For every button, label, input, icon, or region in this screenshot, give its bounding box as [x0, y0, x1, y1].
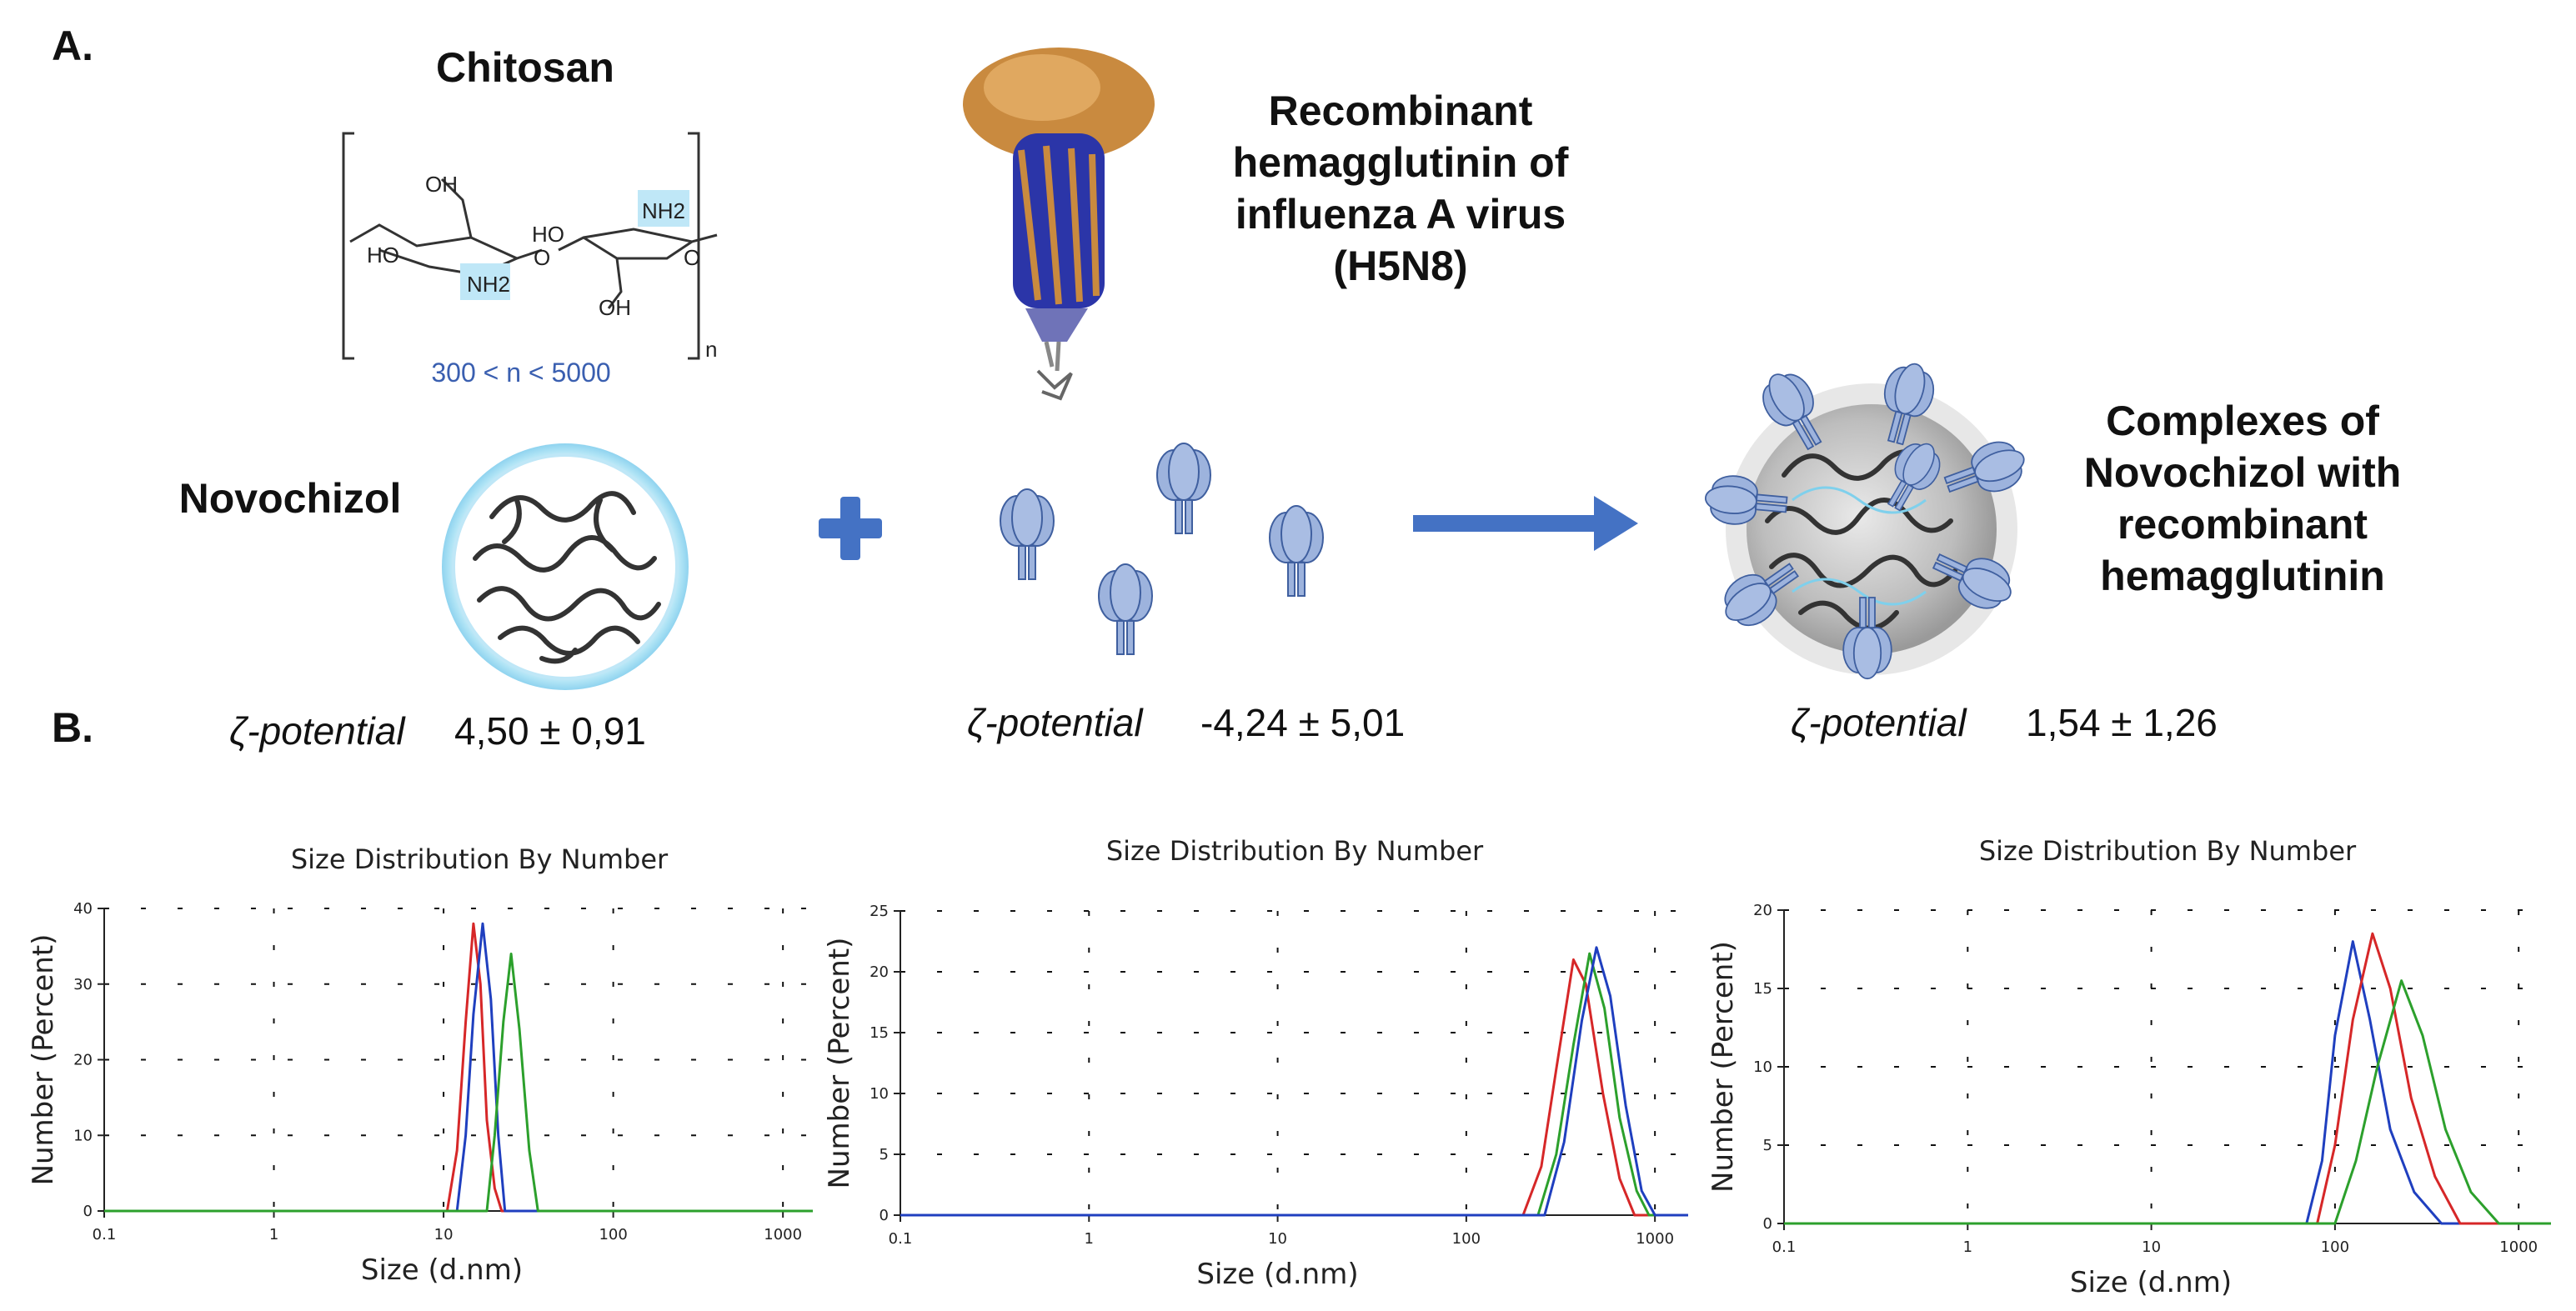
x-tick-label: 1000	[2499, 1238, 2538, 1256]
complex-label-line-4: hemagglutinin	[2100, 553, 2385, 599]
x-tick-label: 0.1	[1772, 1238, 1797, 1256]
y-tick-label: 20	[870, 963, 889, 981]
x-tick-label: 1	[1085, 1230, 1094, 1248]
x-tick-label: 1000	[1636, 1230, 1674, 1248]
chitosan-group-o-bridge: O	[534, 245, 550, 270]
x-tick-label: 1000	[764, 1226, 802, 1243]
complex-label-line-1: Complexes of	[2106, 398, 2379, 444]
zeta-label-3: ζ-potential	[1791, 701, 1967, 744]
free-protein-cluster	[1000, 443, 1324, 655]
x-axis-label: Size (d.nm)	[361, 1253, 523, 1287]
y-tick-label: 0	[1763, 1215, 1772, 1233]
y-tick-label: 40	[73, 900, 93, 918]
series-line-3	[900, 946, 1688, 1217]
hemagglutinin-label-line-1: Recombinant	[1269, 88, 1533, 134]
x-tick-label: 1	[269, 1226, 278, 1243]
series-line-1	[1784, 940, 2551, 1225]
panel-b-label: B.	[52, 704, 93, 751]
y-tick-label: 0	[880, 1207, 889, 1224]
plus-icon	[819, 497, 882, 560]
hemagglutinin-structure	[963, 48, 1155, 401]
chitosan-title: Chitosan	[436, 44, 614, 91]
x-tick-label: 10	[2142, 1238, 2161, 1256]
chitosan-group-nh2-2: NH2	[642, 198, 685, 223]
chitosan-group-nh2-1: NH2	[467, 272, 510, 297]
zeta-value-1: 4,50 ± 0,91	[454, 709, 646, 753]
nh2-highlight-left	[460, 263, 510, 300]
chitosan-group-o-ring: O	[684, 245, 700, 270]
zeta-label-1: ζ-potential	[229, 709, 406, 753]
chart-title: Size Distribution By Number	[1979, 835, 2357, 867]
hemagglutinin-label-line-4: (H5N8)	[1333, 243, 1467, 289]
x-axis-label: Size (d.nm)	[1196, 1258, 1358, 1291]
panel-a-label: A.	[52, 23, 93, 69]
series-line-3	[1784, 979, 2551, 1225]
zeta-label-2: ζ-potential	[967, 701, 1144, 744]
x-axis-label: Size (d.nm)	[2070, 1266, 2232, 1299]
y-tick-label: 5	[1763, 1137, 1772, 1154]
x-tick-label: 0.1	[93, 1226, 117, 1243]
y-tick-label: 20	[1753, 902, 1772, 919]
nh2-highlight-right	[638, 190, 689, 227]
y-tick-label: 25	[870, 903, 889, 920]
chitosan-group-ho-1: HO	[367, 243, 399, 268]
x-tick-label: 100	[599, 1226, 627, 1243]
y-tick-label: 15	[870, 1024, 889, 1042]
chitosan-group-oh-2: OH	[599, 295, 631, 320]
zeta-value-2: -4,24 ± 5,01	[1200, 701, 1405, 744]
complex-label-line-2: Novochizol with	[2084, 449, 2402, 496]
y-tick-label: 0	[83, 1203, 93, 1220]
x-tick-label: 1	[1963, 1238, 1972, 1256]
x-tick-label: 100	[2321, 1238, 2349, 1256]
complex-particle	[1702, 357, 2032, 680]
series-line-2	[104, 922, 813, 1213]
y-tick-label: 10	[73, 1127, 93, 1144]
y-tick-label: 20	[73, 1052, 93, 1069]
x-tick-label: 100	[1452, 1230, 1481, 1248]
hemagglutinin-label-line-2: hemagglutinin of	[1233, 139, 1569, 186]
y-tick-label: 5	[880, 1146, 889, 1163]
y-tick-label: 30	[73, 976, 93, 993]
series-line-3	[104, 953, 813, 1213]
x-tick-label: 10	[434, 1226, 454, 1243]
series-line-2	[1784, 932, 2551, 1225]
x-tick-label: 10	[1268, 1230, 1287, 1248]
chart-title: Size Distribution By Number	[291, 843, 669, 875]
series-line-1	[900, 958, 1688, 1217]
y-tick-label: 15	[1753, 980, 1772, 998]
series-line-2	[900, 952, 1688, 1217]
y-tick-label: 10	[1753, 1058, 1772, 1076]
chitosan-group-oh-1: OH	[425, 172, 458, 197]
chart-title: Size Distribution By Number	[1106, 835, 1484, 867]
reaction-arrow-icon	[1413, 496, 1638, 551]
y-tick-label: 10	[870, 1085, 889, 1103]
chitosan-subscript: n	[705, 337, 717, 362]
y-axis-label: Number (Percent)	[823, 938, 856, 1189]
novochizol-label: Novochizol	[179, 475, 402, 522]
x-tick-label: 0.1	[889, 1230, 913, 1248]
chitosan-group-ho-2: HO	[532, 222, 564, 247]
novochizol-particle	[442, 443, 689, 690]
complex-label-line-3: recombinant	[2117, 501, 2368, 548]
chitosan-structure	[342, 132, 718, 360]
y-axis-label: Number (Percent)	[1706, 941, 1740, 1193]
hemagglutinin-label-line-3: influenza A virus	[1235, 191, 1566, 238]
chitosan-repeat-label: 300 < n < 5000	[431, 358, 610, 388]
zeta-value-3: 1,54 ± 1,26	[2026, 701, 2218, 744]
y-axis-label: Number (Percent)	[27, 934, 60, 1186]
series-line-1	[104, 922, 813, 1213]
